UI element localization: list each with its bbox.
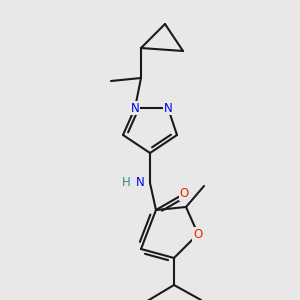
Text: O: O bbox=[180, 187, 189, 200]
Text: N: N bbox=[136, 176, 145, 190]
Text: N: N bbox=[164, 101, 172, 115]
Text: O: O bbox=[194, 227, 202, 241]
Text: N: N bbox=[130, 101, 140, 115]
Text: H: H bbox=[122, 176, 131, 190]
